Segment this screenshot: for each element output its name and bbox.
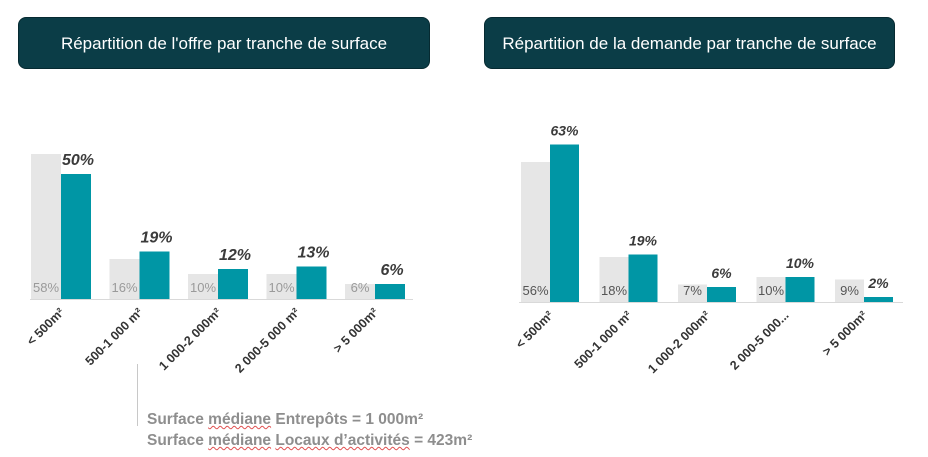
- demande-bar-grey-2: [678, 284, 707, 302]
- offre-category-label-4: > 5 000m²: [331, 305, 381, 355]
- demande-bar-grey-4: [835, 279, 864, 302]
- offre-label-teal-1: 19%: [140, 230, 172, 247]
- offre-label-grey-1: 16%: [111, 280, 137, 295]
- demande-label-teal-4: 2%: [867, 275, 889, 291]
- footnote-divider: [137, 364, 138, 426]
- chart-title-demande: Répartition de la demande par tranche de…: [484, 17, 895, 69]
- demande-bar-teal-1: [628, 254, 658, 302]
- offre-category-label-2: 1 000-2 000m²: [156, 305, 224, 373]
- demande-bar-teal-2: [707, 287, 736, 302]
- offre-category-label-1: 500-1 000 m²: [83, 305, 146, 368]
- demande-bar-grey-1: [599, 257, 629, 302]
- offre-label-teal-2: 12%: [219, 247, 251, 264]
- chart-title-offre-text: Répartition de l'offre par tranche de su…: [60, 33, 388, 53]
- demande-label-grey-4: 9%: [840, 283, 859, 298]
- offre-bar-grey-0: [31, 154, 61, 299]
- demande-label-teal-1: 19%: [629, 233, 658, 249]
- demande-bar-grey-0: [521, 162, 550, 302]
- demande-bar-grey-3: [756, 277, 786, 302]
- demande-bar-teal-4: [864, 297, 893, 302]
- offre-category-label-0: < 500m²: [24, 305, 67, 348]
- offre-bar-teal-1: [139, 251, 170, 299]
- offre-label-grey-0: 58%: [33, 280, 59, 295]
- offre-bar-teal-0: [61, 174, 91, 299]
- footnote-line-2: Surface médiane Locaux d’activités = 423…: [147, 432, 473, 449]
- offre-label-teal-3: 13%: [297, 245, 329, 262]
- demande-category-label-3: 2 000-5 000...: [727, 308, 791, 372]
- demande-label-teal-0: 63%: [550, 123, 579, 139]
- demande-label-grey-1: 18%: [601, 283, 627, 298]
- offre-bar-grey-3: [266, 274, 297, 299]
- offre-label-grey-2: 10%: [190, 280, 216, 295]
- offre-label-grey-3: 10%: [268, 280, 294, 295]
- offre-bar-teal-2: [218, 269, 248, 299]
- offre-bar-grey-2: [188, 274, 218, 299]
- demande-category-label-0: < 500m²: [513, 308, 556, 351]
- offre-category-label-3: 2 000-5 000 m²: [232, 305, 302, 375]
- chart-title-demande-text: Répartition de la demande par tranche de…: [502, 33, 877, 53]
- footnote-line-1: Surface médiane Entrepôts = 1 000m²: [147, 411, 424, 428]
- offre-label-grey-4: 6%: [351, 280, 370, 295]
- demande-category-label-4: > 5 000m²: [820, 308, 870, 358]
- offre-bar-grey-4: [345, 284, 375, 299]
- demande-category-label-2: 1 000-2 000m²: [645, 308, 713, 376]
- offre-label-teal-0: 50%: [62, 152, 94, 169]
- demande-label-teal-3: 10%: [786, 255, 815, 271]
- footnote: Surface médiane Entrepôts = 1 000m² Surf…: [147, 409, 472, 451]
- demande-bar-teal-3: [785, 277, 815, 302]
- offre-label-teal-4: 6%: [380, 262, 403, 279]
- chart-title-offre: Répartition de l'offre par tranche de su…: [18, 17, 430, 69]
- demande-label-teal-2: 6%: [711, 265, 732, 281]
- offre-bar-grey-1: [109, 259, 140, 299]
- demande-bar-teal-0: [550, 144, 579, 302]
- offre-bar-teal-3: [296, 266, 327, 299]
- demande-label-grey-2: 7%: [683, 283, 702, 298]
- offre-bar-teal-4: [375, 284, 405, 299]
- demande-category-label-1: 500-1 000 m²: [572, 308, 635, 371]
- demande-label-grey-0: 56%: [522, 283, 548, 298]
- demande-label-grey-3: 10%: [758, 283, 784, 298]
